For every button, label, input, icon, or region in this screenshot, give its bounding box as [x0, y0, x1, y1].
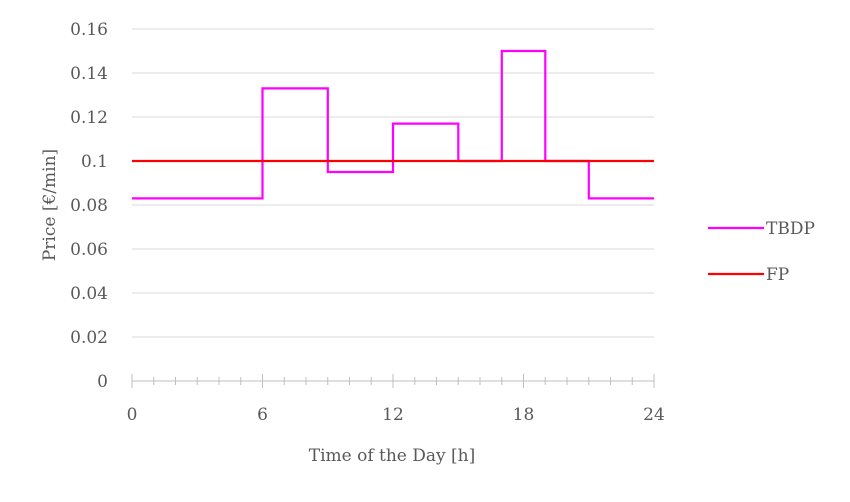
- y-tick-label: 0.12: [70, 108, 108, 128]
- y-axis: 0 0.02 0.04 0.06 0.08 0.1 0.12 0.14 0.16: [70, 20, 108, 392]
- y-tick-label: 0.14: [70, 64, 108, 84]
- x-tick-label: 24: [643, 405, 665, 425]
- gridlines: [132, 28, 654, 338]
- y-tick-label: 0.04: [70, 284, 108, 304]
- legend: TBDP FP: [708, 219, 815, 285]
- x-tick-label: 12: [382, 405, 404, 425]
- series-layer: [132, 49, 654, 200]
- legend-label-fp: FP: [766, 265, 789, 285]
- y-axis-title: Price [€/min]: [40, 149, 60, 261]
- x-axis: 0 6 12 18 24: [127, 374, 665, 425]
- legend-label-tbdp: TBDP: [766, 219, 815, 239]
- y-tick-label: 0.08: [70, 196, 108, 216]
- x-tick-label: 18: [513, 405, 535, 425]
- x-axis-title: Time of the Day [h]: [309, 446, 476, 466]
- y-tick-label: 0.06: [70, 240, 108, 260]
- x-tick-label: 0: [127, 405, 138, 425]
- x-tick-label: 6: [257, 405, 268, 425]
- y-tick-label: 0.02: [70, 328, 108, 348]
- y-tick-label: 0.1: [81, 152, 108, 172]
- y-tick-label: 0.16: [70, 20, 108, 40]
- y-tick-label: 0: [97, 372, 108, 392]
